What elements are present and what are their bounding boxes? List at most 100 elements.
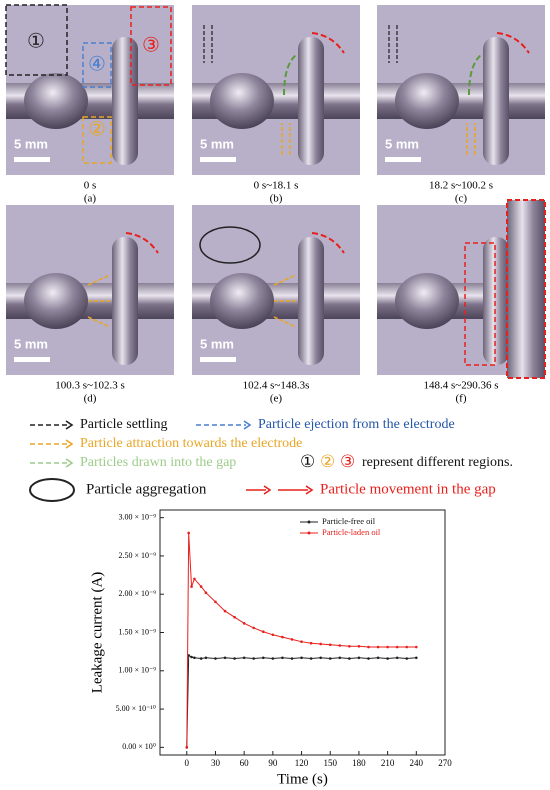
data-point xyxy=(290,657,294,660)
data-point xyxy=(309,657,313,660)
region-number: ③ xyxy=(142,35,160,57)
ball-electrode xyxy=(24,73,88,129)
movement-arrow xyxy=(311,232,345,254)
x-tick-label: 90 xyxy=(268,758,278,768)
data-point xyxy=(233,615,236,619)
data-point xyxy=(348,644,351,648)
plate-electrode xyxy=(112,237,138,365)
region-symbol: ① xyxy=(300,452,315,471)
scale-bar xyxy=(385,157,421,162)
data-point xyxy=(405,645,409,649)
region-box xyxy=(82,42,112,88)
legend-text: Particle movement in the gap xyxy=(320,481,496,497)
legend-text: Particles drawn into the gap xyxy=(80,455,236,470)
data-point xyxy=(204,591,208,594)
data-point xyxy=(193,656,196,660)
panel-label: (c) xyxy=(455,193,468,205)
data-point xyxy=(300,656,303,660)
settling-arrow xyxy=(388,25,398,63)
legend-arrowhead xyxy=(243,420,252,430)
legend-text: Particle ejection from the electrode xyxy=(258,417,455,432)
data-point xyxy=(252,626,256,630)
region-box xyxy=(82,116,112,164)
settling-arrow xyxy=(203,25,213,63)
gap-arrow xyxy=(283,54,297,96)
legend-ellipse xyxy=(29,478,75,502)
scale-bar xyxy=(200,157,236,162)
panel-time: 18.2 s~100.2 s xyxy=(429,180,493,192)
y-axis-label: Leakage current (A) xyxy=(89,572,105,694)
data-point xyxy=(367,657,370,660)
legend-marker xyxy=(307,520,311,524)
data-point xyxy=(300,640,303,643)
data-point xyxy=(386,645,389,649)
region-box xyxy=(5,4,68,76)
ball-electrode xyxy=(210,273,274,329)
data-point xyxy=(348,657,351,660)
panel-label: (b) xyxy=(270,193,283,205)
data-point xyxy=(242,622,246,625)
legend-marker xyxy=(307,531,311,535)
scale-label: 5 mm xyxy=(385,136,419,151)
data-point xyxy=(204,656,208,660)
data-point xyxy=(405,657,409,660)
legend-text: represent different regions. xyxy=(362,455,513,470)
attraction-arrow xyxy=(87,274,111,328)
data-point xyxy=(395,645,399,649)
x-tick-label: 270 xyxy=(438,758,452,768)
movement-arrow xyxy=(125,232,159,254)
data-point xyxy=(415,656,418,660)
data-point xyxy=(319,642,322,646)
data-point xyxy=(290,638,294,641)
plot-frame xyxy=(159,509,446,756)
attraction-arrow xyxy=(466,123,476,155)
data-point xyxy=(199,585,203,588)
data-point xyxy=(376,656,380,660)
data-point xyxy=(187,531,190,535)
data-point xyxy=(271,633,275,637)
x-axis-label: Time (s) xyxy=(277,771,328,787)
legend-arrowhead xyxy=(263,485,272,495)
data-point xyxy=(281,656,284,660)
photo-panel: 5 mm xyxy=(192,205,360,375)
panel-label: (e) xyxy=(270,393,283,405)
data-point xyxy=(190,585,193,588)
attraction-arrow xyxy=(273,274,297,328)
panel-time: 102.4 s~148.3s xyxy=(243,380,310,392)
data-point xyxy=(319,656,322,660)
ball-electrode xyxy=(24,273,88,329)
photo-panel: 5 mm xyxy=(6,205,174,375)
movement-arrow xyxy=(311,32,345,54)
data-point xyxy=(252,657,256,660)
legend-label: Particle-laden oil xyxy=(322,527,381,537)
plate-electrode xyxy=(298,237,324,365)
data-point xyxy=(338,656,342,660)
photo-panel: 5 mm ① ④ ② ③ xyxy=(5,4,174,175)
data-point xyxy=(395,656,399,660)
region-number: ① xyxy=(27,31,45,53)
legend-text: Particle attraction towards the electrod… xyxy=(80,436,302,451)
panel-time: 0 s~18.1 s xyxy=(254,180,299,192)
x-tick-label: 180 xyxy=(352,758,366,768)
y-tick-label: 0.00 × 10⁰ xyxy=(122,742,156,751)
region-symbol: ③ xyxy=(340,452,355,471)
x-tick-label: 30 xyxy=(211,758,221,768)
region-symbol: ② xyxy=(320,452,335,471)
legend-arrowhead xyxy=(65,458,74,468)
x-tick-label: 60 xyxy=(240,758,250,768)
panel-time: 0 s xyxy=(84,180,97,192)
y-tick-label: 5.00 × 10⁻¹⁰ xyxy=(116,704,156,713)
scale-label: 5 mm xyxy=(14,136,48,151)
y-tick-label: 3.00 × 10⁻⁹ xyxy=(118,512,156,521)
x-tick-label: 240 xyxy=(410,758,424,768)
ball-electrode xyxy=(395,73,459,129)
data-point xyxy=(261,656,265,660)
x-tick-label: 120 xyxy=(295,758,309,768)
region-box xyxy=(130,6,172,86)
data-point xyxy=(199,657,203,660)
photo-panel xyxy=(377,199,546,379)
ball-electrode xyxy=(395,273,459,329)
data-point xyxy=(415,645,418,649)
y-tick-label: 1.00 × 10⁻⁹ xyxy=(118,666,156,675)
data-point xyxy=(386,657,389,660)
